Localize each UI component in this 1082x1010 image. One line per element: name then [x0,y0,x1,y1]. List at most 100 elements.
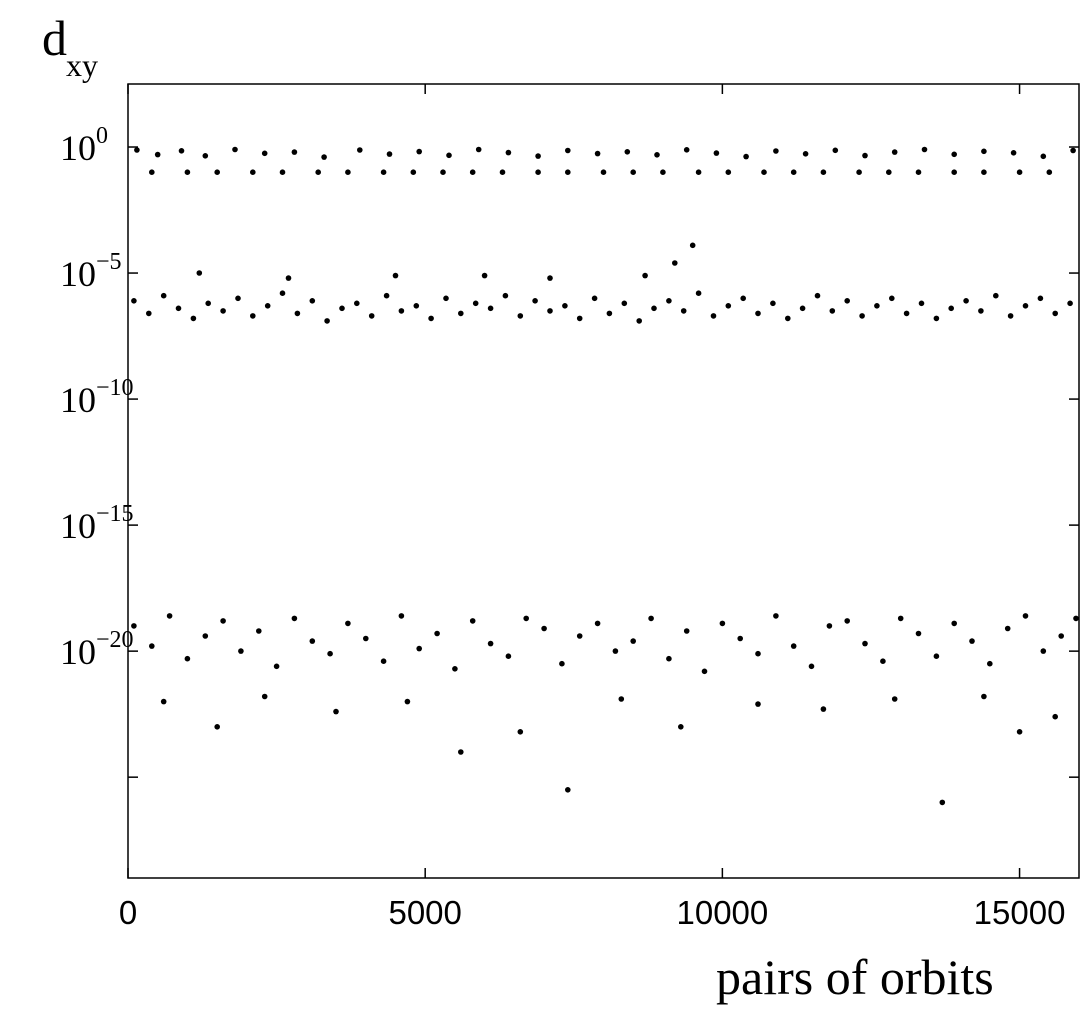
data-point [250,313,256,319]
data-point [1016,729,1023,735]
data-point [309,298,316,304]
data-point [889,295,895,302]
data-point [680,308,687,314]
data-point [844,298,850,304]
data-point [535,169,541,175]
data-point [315,169,322,175]
data-points-layer [131,146,1079,806]
data-point [576,633,583,639]
data-point [1052,713,1058,720]
data-point [660,169,666,175]
data-point [294,310,301,317]
y-axis-label-subscript: xy [66,47,98,83]
data-point [859,313,865,319]
data-point [993,292,999,299]
data-point [654,152,660,158]
data-point [380,169,387,175]
y-tick-label: 10 [60,128,96,168]
data-point [392,272,399,279]
data-point [666,298,672,304]
data-point [547,308,553,314]
data-point [1058,633,1064,639]
data-point [291,615,298,622]
data-point [969,638,975,644]
data-point [618,696,625,702]
data-point [1067,300,1073,307]
data-point [559,660,565,667]
data-point [517,729,524,735]
data-point [755,310,761,317]
data-point [683,147,690,153]
data-point [790,169,797,175]
data-point [683,628,690,634]
data-point [814,292,821,299]
data-point [214,169,220,175]
data-point [404,698,411,705]
data-point [856,169,862,175]
data-point [339,305,345,312]
data-point [740,295,746,302]
data-point [933,653,940,659]
data-point [205,300,211,307]
data-point [915,169,922,175]
data-point [1046,169,1053,175]
data-point [1040,648,1047,654]
data-point [785,315,791,322]
data-point [273,663,280,670]
x-tick-label: 5000 [388,894,461,931]
data-point [220,308,226,314]
data-point [981,148,987,155]
data-point [363,635,369,642]
y-tick-label-exponent: −5 [96,249,122,275]
data-point [261,693,268,700]
data-point [862,152,868,159]
data-point [469,618,476,624]
data-point [666,655,672,662]
data-point [235,295,241,302]
data-point [678,724,684,730]
data-point [695,290,702,297]
data-point [291,149,298,155]
y-tick-label-exponent: 0 [96,123,108,149]
x-tick-label: 10000 [676,894,768,931]
y-tick-label: 10 [60,632,96,672]
data-point [755,650,761,657]
y-tick-label-exponent: −10 [96,375,134,401]
data-point [743,153,749,160]
data-point [725,303,732,309]
data-point [576,315,583,322]
data-point [505,653,512,659]
data-point [380,658,387,664]
data-point [1040,153,1047,160]
data-point [1022,613,1029,619]
data-point [820,169,827,175]
data-point [285,275,292,281]
data-point [333,708,339,715]
y-tick-label: 10 [60,254,96,294]
data-point [345,169,351,175]
x-axis-label: pairs of orbits [716,949,994,1005]
data-point [131,298,137,304]
data-point [368,313,375,319]
data-point [502,292,509,299]
data-point [196,270,203,276]
data-point [951,151,957,158]
data-point [790,643,797,649]
data-point [1073,615,1079,622]
data-point [345,620,351,627]
data-point [487,305,494,312]
data-point [469,169,476,175]
data-point [562,303,568,309]
data-point [1070,147,1076,154]
data-point [354,300,360,307]
data-point [261,150,268,157]
data-point [398,613,405,619]
data-point [951,169,957,175]
data-point [1037,295,1044,302]
data-point [606,310,613,317]
data-point [250,169,256,175]
data-point [719,620,726,627]
data-point [799,305,806,312]
